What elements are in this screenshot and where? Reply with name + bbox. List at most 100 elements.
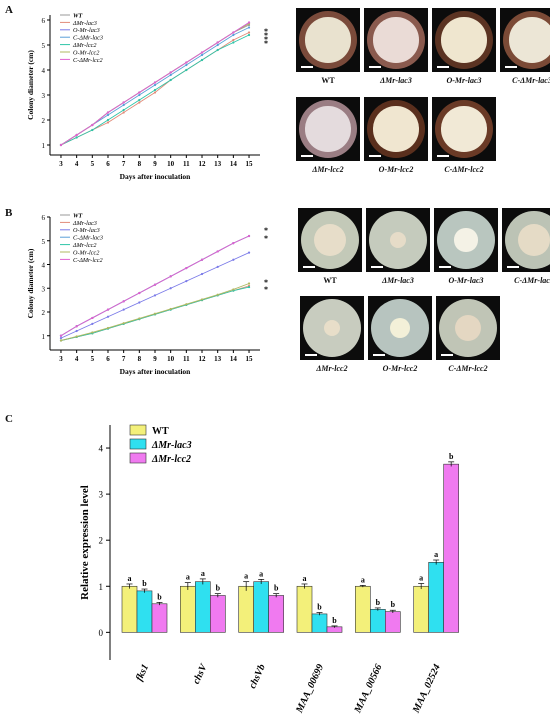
x-tick-label: 15 bbox=[246, 355, 254, 363]
bar bbox=[443, 463, 459, 633]
data-point bbox=[153, 312, 157, 315]
bar bbox=[136, 590, 153, 633]
bar bbox=[151, 603, 168, 633]
y-tick-label: 0 bbox=[99, 628, 104, 638]
petri-dish-photo bbox=[434, 208, 498, 272]
data-point bbox=[106, 326, 110, 330]
data-point bbox=[122, 101, 125, 104]
x-tick-label: 15 bbox=[246, 160, 254, 168]
x-tick-label: 10 bbox=[167, 355, 175, 363]
petri-dish-photo bbox=[296, 8, 360, 72]
data-point bbox=[91, 128, 94, 132]
significance-letter: a bbox=[419, 574, 423, 583]
significance-letter: a bbox=[361, 575, 365, 584]
scale-bar bbox=[437, 155, 449, 157]
data-point bbox=[153, 81, 157, 84]
category-label: MAA_00566 bbox=[352, 663, 384, 715]
x-tick-label: 8 bbox=[138, 160, 142, 168]
strain-label: O-Mr-lcc2 bbox=[382, 364, 418, 373]
data-point bbox=[122, 111, 125, 114]
x-tick-label: 11 bbox=[183, 160, 190, 168]
data-point bbox=[122, 322, 125, 325]
fungal-colony bbox=[509, 17, 550, 63]
legend-label: ΔMr-lac3 bbox=[151, 440, 192, 451]
x-tick-label: 9 bbox=[153, 160, 157, 168]
data-point bbox=[169, 287, 172, 290]
significance-mark: * bbox=[264, 226, 268, 235]
x-tick-label: 5 bbox=[91, 355, 95, 363]
data-point bbox=[247, 234, 251, 238]
data-point bbox=[185, 68, 188, 72]
legend-label: O-Mr-lac3 bbox=[73, 227, 100, 234]
bar bbox=[385, 611, 401, 633]
data-point bbox=[75, 335, 78, 338]
data-point bbox=[153, 91, 157, 94]
x-tick-label: 13 bbox=[214, 355, 222, 363]
data-point bbox=[232, 33, 235, 37]
data-point bbox=[59, 143, 63, 147]
bar bbox=[253, 581, 269, 633]
data-point bbox=[169, 78, 172, 82]
bar bbox=[121, 585, 138, 633]
x-tick-label: 3 bbox=[59, 160, 63, 168]
bar bbox=[210, 595, 226, 633]
data-point bbox=[106, 315, 110, 318]
petri-dish-photo bbox=[298, 208, 362, 272]
petri-dish-photo bbox=[364, 97, 428, 161]
data-point bbox=[169, 307, 172, 311]
data-point bbox=[185, 61, 188, 64]
expression-bar-chart: 0 1 2 3 4 Relative expression level a b b fks1 a a b… bbox=[79, 424, 459, 715]
data-point bbox=[122, 108, 125, 112]
x-tick-label: 6 bbox=[106, 355, 110, 363]
data-point bbox=[153, 294, 157, 297]
petri-dish-photo bbox=[436, 296, 500, 360]
x-tick-label: 10 bbox=[167, 160, 175, 168]
category-label: chsVb bbox=[247, 663, 268, 691]
data-point bbox=[138, 93, 141, 97]
data-point bbox=[232, 288, 235, 291]
strain-label: ΔMr-lac3 bbox=[382, 276, 414, 285]
x-tick-label: 11 bbox=[183, 355, 190, 363]
data-point bbox=[216, 48, 219, 52]
legend-swatch bbox=[129, 424, 147, 436]
data-point bbox=[91, 123, 94, 127]
y-tick-label: 2 bbox=[99, 536, 104, 546]
scale-bar bbox=[507, 266, 519, 268]
fungal-colony bbox=[323, 319, 341, 337]
legend-label: WT bbox=[73, 212, 83, 219]
y-tick-label: 3 bbox=[42, 285, 46, 293]
scale-bar bbox=[505, 66, 517, 68]
legend-label: ΔMr-lac3 bbox=[72, 20, 97, 27]
y-axis-label: Relative expression level bbox=[79, 485, 91, 600]
significance-letter: a bbox=[434, 550, 438, 559]
legend-label: ΔMr-lac3 bbox=[72, 220, 97, 227]
category-label: fks1 bbox=[134, 663, 151, 683]
y-tick-label: 4 bbox=[42, 262, 46, 270]
data-point bbox=[185, 303, 188, 306]
data-point bbox=[138, 101, 141, 104]
data-point bbox=[232, 258, 235, 261]
y-tick-label: 4 bbox=[42, 67, 46, 75]
significance-mark: * bbox=[264, 39, 268, 48]
x-tick-label: 13 bbox=[214, 160, 222, 168]
x-tick-label: 14 bbox=[230, 160, 238, 168]
data-point bbox=[169, 73, 172, 77]
data-point bbox=[216, 293, 219, 296]
strain-label: C-ΔMr-lcc2 bbox=[444, 165, 484, 174]
petri-dish-photo bbox=[364, 8, 428, 72]
significance-mark: * bbox=[264, 35, 268, 44]
scale-bar bbox=[301, 155, 313, 157]
data-point bbox=[91, 322, 94, 325]
y-tick-label: 1 bbox=[42, 333, 46, 341]
y-tick-label: 3 bbox=[42, 92, 46, 100]
bar bbox=[370, 609, 386, 633]
data-point bbox=[153, 283, 157, 286]
y-tick-label: 2 bbox=[42, 117, 46, 125]
scale-bar bbox=[371, 266, 383, 268]
data-point bbox=[106, 113, 110, 117]
bar bbox=[195, 581, 211, 633]
data-point bbox=[247, 21, 251, 24]
data-point bbox=[216, 43, 219, 47]
legend-label: O-Mr-lac3 bbox=[73, 27, 100, 34]
data-point bbox=[91, 316, 94, 320]
